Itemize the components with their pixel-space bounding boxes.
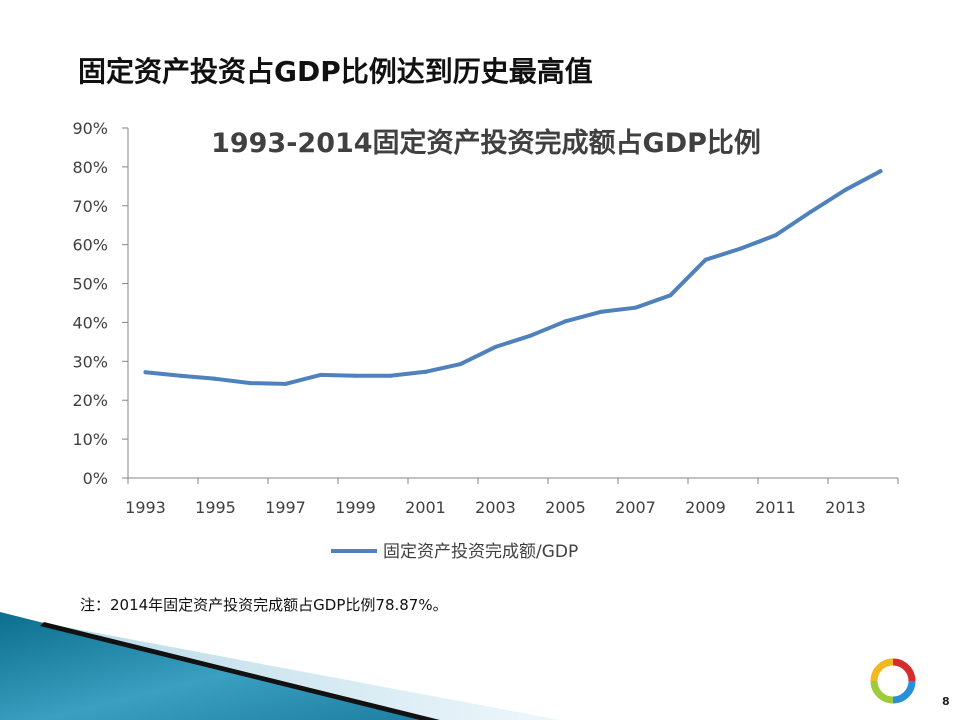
data-point	[563, 319, 568, 324]
y-axis: 0% 10% 20% 30% 40% 50% 60% 70% 80% 90%	[72, 119, 129, 488]
data-point	[738, 246, 743, 251]
data-point	[528, 333, 533, 338]
y-tick-label: 10%	[72, 430, 108, 449]
x-tick-label: 2013	[825, 498, 866, 517]
y-tick-label: 40%	[72, 313, 108, 332]
slide-title: 固定资产投资占GDP比例达到历史最高值	[78, 55, 593, 88]
plot-area	[143, 169, 883, 386]
x-axis: 1993 1995 1997 1999 2001 2003 2005 2007 2009 2011…	[125, 477, 899, 517]
data-point	[283, 381, 288, 386]
x-tick-label: 2007	[615, 498, 656, 517]
data-point	[668, 293, 673, 298]
data-point	[773, 233, 778, 238]
data-point	[703, 257, 708, 262]
data-point	[493, 344, 498, 349]
legend-label: 固定资产投资完成额/GDP	[383, 542, 578, 562]
data-point	[353, 373, 358, 378]
data-point	[318, 372, 323, 377]
data-point	[248, 381, 253, 386]
chart-title: 1993-2014固定资产投资完成额占GDP比例	[211, 127, 761, 159]
x-tick-label: 2009	[685, 498, 726, 517]
footnote: 注：2014年固定资产投资完成额占GDP比例78.87%。	[80, 596, 448, 614]
series-line	[143, 169, 883, 386]
y-tick-label: 80%	[72, 158, 108, 177]
circular-ring-logo-icon	[870, 658, 916, 704]
data-point	[458, 362, 463, 367]
data-point	[843, 187, 848, 192]
x-tick-label: 2003	[475, 498, 516, 517]
data-point	[878, 169, 883, 174]
page-number: 8	[942, 695, 950, 708]
y-tick-label: 30%	[72, 352, 108, 371]
y-tick-label: 90%	[72, 119, 108, 138]
x-tick-label: 1999	[335, 498, 376, 517]
x-tick-label: 1993	[125, 498, 166, 517]
y-tick-label: 70%	[72, 197, 108, 216]
x-tick-label: 1995	[195, 498, 236, 517]
x-tick-label: 1997	[265, 498, 306, 517]
y-tick-label: 20%	[72, 391, 108, 410]
x-tick-label: 2005	[545, 498, 586, 517]
y-tick-label: 0%	[83, 469, 108, 488]
x-tick-label: 2001	[405, 498, 446, 517]
y-tick-label: 60%	[72, 236, 108, 255]
x-tick-label: 2011	[755, 498, 796, 517]
data-point	[143, 370, 148, 375]
line-chart: 1993-2014固定资产投资完成额占GDP比例 0% 10% 20% 30% 40% 5…	[72, 119, 899, 562]
data-point	[598, 309, 603, 314]
data-point	[388, 373, 393, 378]
data-point	[808, 210, 813, 214]
data-point	[423, 369, 428, 374]
data-point	[633, 305, 638, 310]
legend: 固定资产投资完成额/GDP	[331, 542, 578, 562]
data-point	[213, 376, 218, 381]
data-point	[178, 373, 183, 378]
y-tick-label: 50%	[72, 275, 108, 294]
